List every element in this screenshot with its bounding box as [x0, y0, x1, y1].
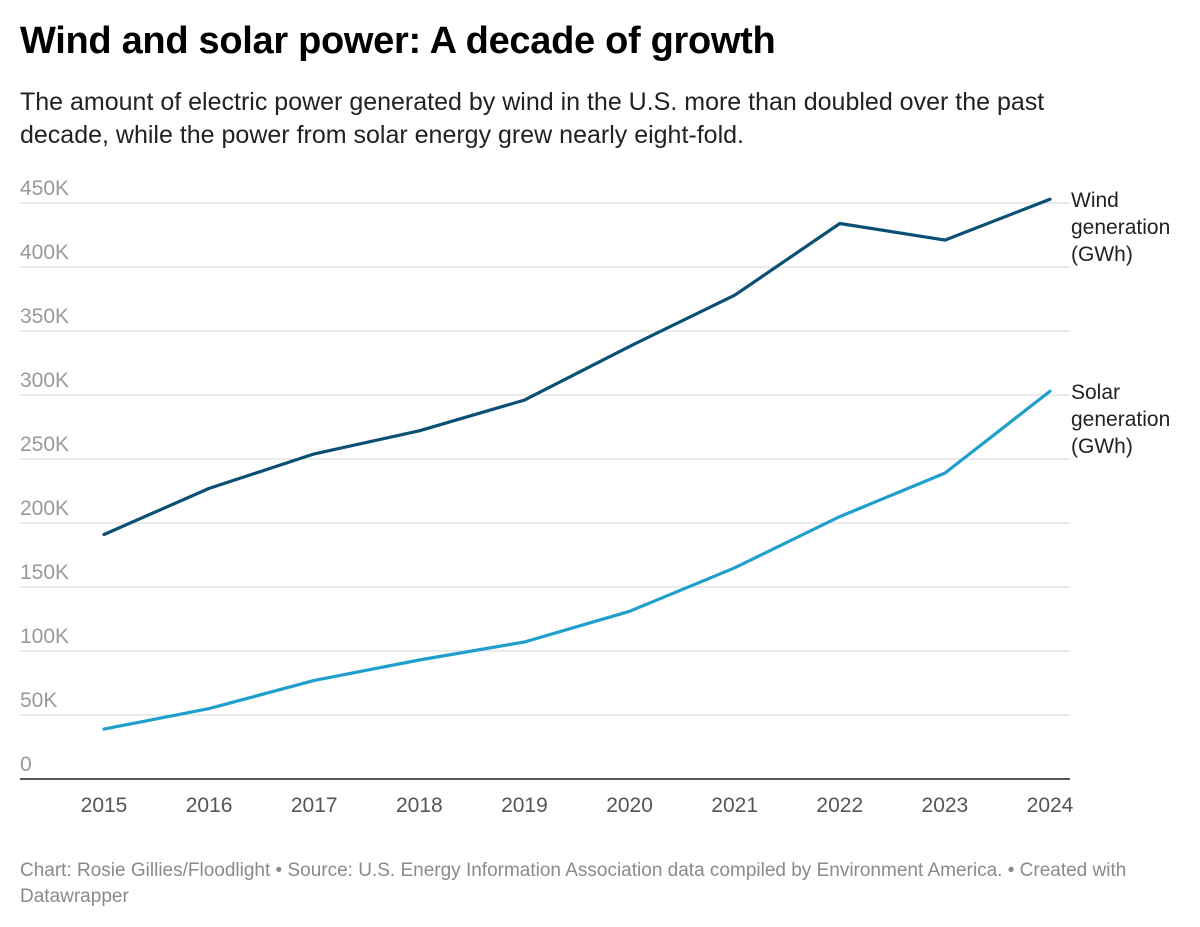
- series-lines: [102, 197, 1052, 731]
- wind-series-label: Wind generation (GWh): [1071, 189, 1170, 266]
- y-tick-label: 300K: [20, 369, 69, 392]
- chart-subtitle: The amount of electric power generated b…: [20, 88, 1045, 149]
- wind-series-label-line: (GWh): [1071, 243, 1133, 266]
- wind-series-line: [102, 197, 1052, 537]
- x-tick-label: 2016: [186, 794, 233, 817]
- solar-series-label-line: (GWh): [1071, 435, 1133, 458]
- chart-title: Wind and solar power: A decade of growth: [20, 20, 776, 62]
- series-labels: Wind generation (GWh) Solar generation (GWh): [1071, 189, 1170, 458]
- x-tick-label: 2020: [606, 794, 653, 817]
- y-tick-label: 100K: [20, 625, 69, 648]
- y-tick-label: 150K: [20, 561, 69, 584]
- chart-footer-credit: Chart: Rosie Gillies/Floodlight • Source…: [20, 860, 1127, 907]
- solar-series-label: Solar generation (GWh): [1071, 381, 1170, 458]
- solar-series-line: [102, 389, 1052, 731]
- x-tick-label: 2022: [816, 794, 863, 817]
- wind-series-label-line: generation: [1071, 216, 1170, 239]
- y-axis-tick-labels: 0 50K 100K 150K 200K 250K 300K 350K 400K 450K: [20, 177, 69, 776]
- y-tick-label: 0: [20, 753, 32, 776]
- x-tick-label: 2017: [291, 794, 338, 817]
- y-tick-label: 400K: [20, 241, 69, 264]
- solar-series-label-line: generation: [1071, 408, 1170, 431]
- x-tick-label: 2015: [81, 794, 128, 817]
- x-tick-label: 2021: [711, 794, 758, 817]
- wind-series-label-line: Wind: [1071, 189, 1119, 212]
- solar-series-label-line: Solar: [1071, 381, 1120, 404]
- x-tick-label: 2018: [396, 794, 443, 817]
- y-tick-label: 350K: [20, 305, 69, 328]
- x-tick-label: 2019: [501, 794, 548, 817]
- x-tick-label: 2023: [922, 794, 969, 817]
- y-tick-label: 50K: [20, 689, 57, 712]
- gridlines: [20, 202, 1070, 716]
- y-tick-label: 450K: [20, 177, 69, 200]
- x-axis-tick-labels: 2015 2016 2017 2018 2019 2020 2021 2022 2023 2024: [81, 794, 1074, 817]
- x-tick-label: 2024: [1027, 794, 1074, 817]
- y-tick-label: 250K: [20, 433, 69, 456]
- y-tick-label: 200K: [20, 497, 69, 520]
